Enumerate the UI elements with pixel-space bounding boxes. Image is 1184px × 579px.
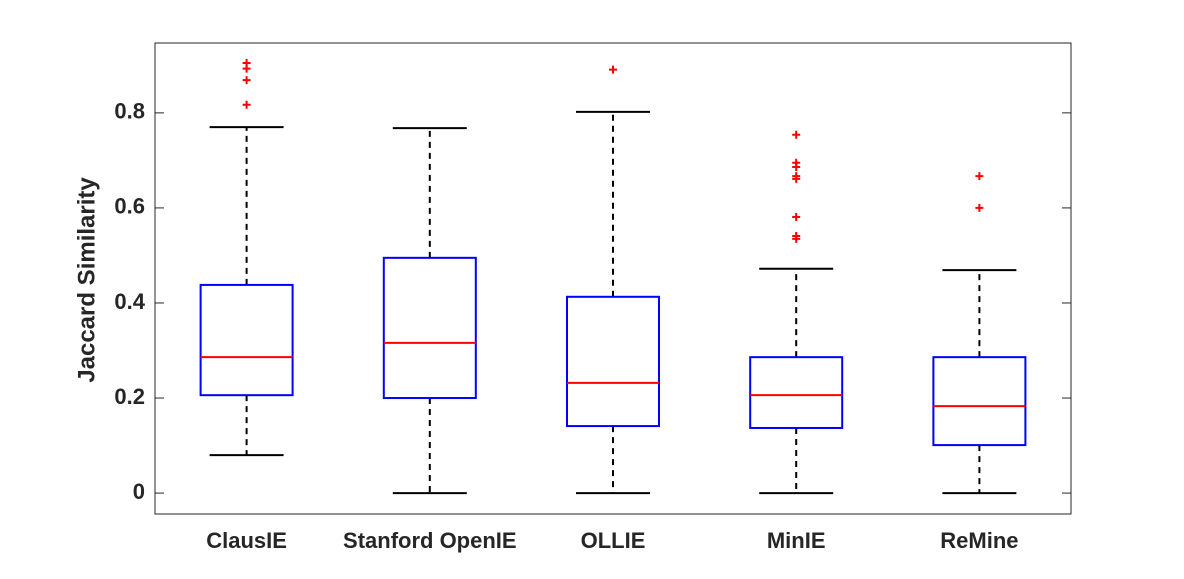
outlier <box>975 203 984 212</box>
outlier <box>609 65 617 74</box>
box <box>566 295 660 428</box>
plot-frame <box>154 42 1072 515</box>
x-tick-label: MinIE <box>767 528 826 553</box>
outlier <box>792 130 801 139</box>
outlier <box>792 234 801 243</box>
x-tick-label: Stanford OpenIE <box>343 528 517 553</box>
y-tick-label: 0.8 <box>114 99 145 124</box>
y-axis-label: Jaccard Similarity <box>73 177 100 383</box>
y-tick-label: 0.6 <box>114 194 145 219</box>
outlier <box>792 163 801 172</box>
y-tick-label: 0.2 <box>114 384 145 409</box>
y-tick-label: 0.4 <box>114 289 145 314</box>
x-tick-label: ReMine <box>940 528 1018 553</box>
box <box>199 283 294 397</box>
y-tick-label: 0 <box>133 479 145 504</box>
box <box>932 356 1027 447</box>
outlier <box>792 174 801 183</box>
outlier <box>242 64 251 73</box>
x-tick-label: OLLIE <box>581 528 646 553</box>
box <box>749 356 844 429</box>
box <box>382 256 477 400</box>
outlier <box>792 212 801 221</box>
outlier <box>975 172 984 181</box>
x-tick-label: ClausIE <box>206 528 287 553</box>
outlier <box>242 76 251 85</box>
outlier <box>242 100 251 109</box>
